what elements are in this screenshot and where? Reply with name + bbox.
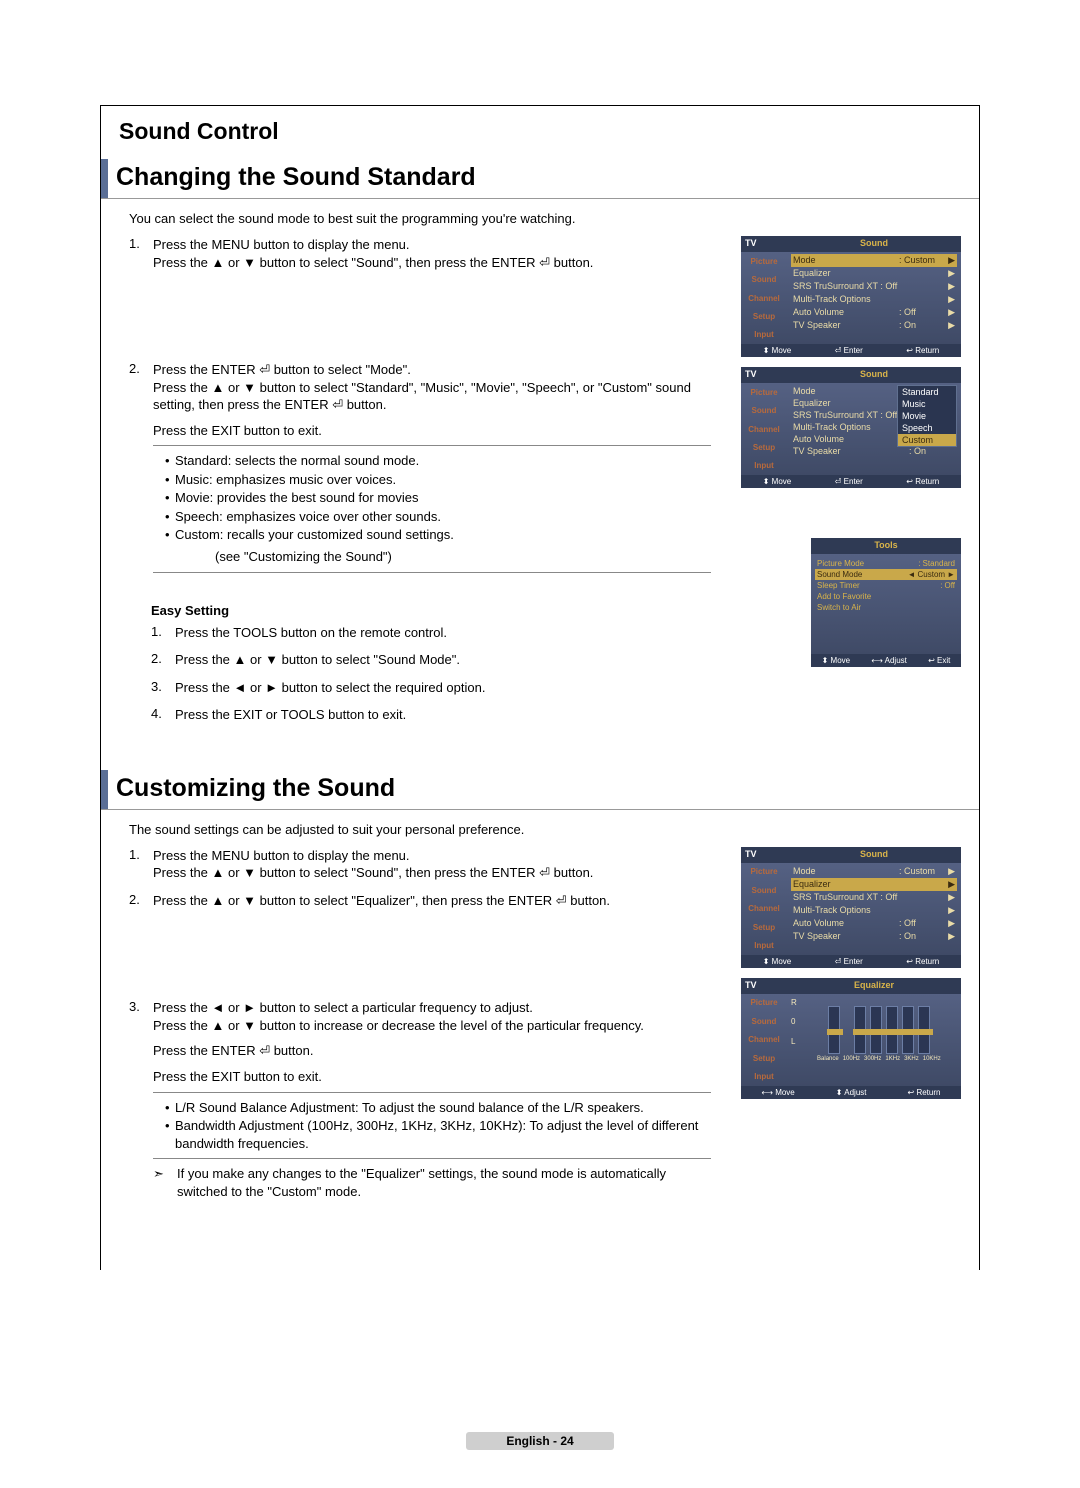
section-heading: Customizing the Sound [101,770,979,810]
tv-sound-mode-dropdown: TVSound PictureSoundChannelSetupInput Mo… [741,367,961,488]
section-title: Changing the Sound Standard [116,159,476,198]
list-item: Bandwidth Adjustment (100Hz, 300Hz, 1KHz… [165,1117,711,1152]
page-number: English - 24 [466,1432,613,1450]
mode-list: Standard: selects the normal sound mode.… [165,452,711,544]
list-item: Custom: recalls your customized sound se… [165,526,711,544]
section-intro: You can select the sound mode to best su… [101,207,979,236]
list-item: L/R Sound Balance Adjustment: To adjust … [165,1099,711,1117]
list-item: Music: emphasizes music over voices. [165,471,711,489]
list-item: Speech: emphasizes voice over other soun… [165,508,711,526]
page-title: Sound Control [101,106,979,153]
list-item: Movie: provides the best sound for movie… [165,489,711,507]
page-footer: English - 24 [0,1434,1080,1448]
heading-accent [101,770,108,809]
step-number: 1. [129,236,153,271]
screenshots-column: TVSound PictureSoundChannelSetupInput Mo… [741,847,961,1211]
section-intro: The sound settings can be adjusted to su… [101,818,979,847]
mode-note: (see "Customizing the Sound") [215,548,711,566]
tv-sound-menu-eq: TVSound PictureSoundChannelSetupInput Mo… [741,847,961,968]
manual-page: Sound Control Changing the Sound Standar… [100,105,980,1270]
step-number: 2. [129,361,153,578]
section-heading: Changing the Sound Standard [101,159,979,199]
note-icon: ➣ [153,1165,177,1200]
section-title: Customizing the Sound [116,770,395,809]
list-item: Standard: selects the normal sound mode. [165,452,711,470]
screenshots-column: TVSound Picture Sound Channel Setup Inpu… [741,236,961,734]
step-body: Press the ENTER ⏎ button to select "Mode… [153,361,711,578]
instructions-column: 1. Press the MENU button to display the … [129,847,711,1211]
step-body: Press the MENU button to display the men… [153,236,711,271]
tv-tools-menu: Tools Picture Mode: Standard Sound Mode◄… [811,538,961,667]
tv-sound-menu: TVSound Picture Sound Channel Setup Inpu… [741,236,961,357]
easy-setting-heading: Easy Setting [151,603,711,618]
heading-accent [101,159,108,198]
instructions-column: 1. Press the MENU button to display the … [129,236,711,734]
tv-equalizer-screen: TVEqualizer PictureSoundChannelSetupInpu… [741,978,961,1099]
